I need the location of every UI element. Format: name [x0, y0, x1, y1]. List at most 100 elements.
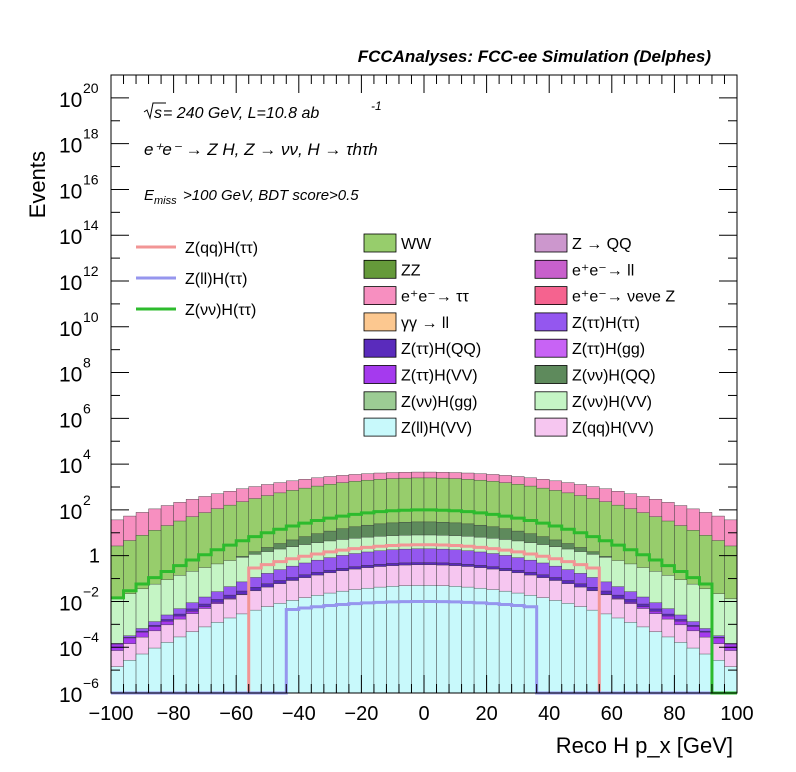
x-tick-label: −40: [282, 703, 316, 725]
energy-annotation: s = 240 GeV, L=10.8 ab -1: [143, 99, 382, 122]
x-tick-label: 20: [475, 703, 497, 725]
y-tick-exponent: 20: [83, 80, 99, 96]
legend-entry-box: Z(νν)H(gg): [363, 391, 477, 411]
bar: [110, 666, 124, 694]
x-tick-label: 60: [601, 703, 623, 725]
legend-entry-box: Z(ττ)H(gg): [534, 338, 645, 358]
legend-entry-line: Z(νν)H(ττ): [136, 302, 256, 319]
legend-swatch: [534, 286, 568, 306]
legend-label: e⁺e⁻→ ll: [572, 262, 634, 279]
cut-subscript: miss: [154, 195, 177, 207]
y-tick-base: 10: [59, 318, 82, 341]
cut-prefix: E: [144, 187, 155, 204]
y-tick-label: 102: [59, 492, 91, 524]
znunu-htautau-line: [111, 508, 737, 695]
y-tick-base: 10: [59, 272, 82, 295]
bar: [336, 590, 350, 694]
bar: [624, 622, 638, 694]
y-tick-base: 10: [59, 409, 82, 432]
y-tick-base: 10: [59, 638, 82, 661]
bar: [498, 590, 512, 694]
legend-swatch: [363, 259, 397, 279]
axes: −100 −80 −60 −40 −20 0 20 40 60 80 10010−610−410−2…: [59, 75, 754, 725]
legend-entry-line: Z(ll)H(ττ): [136, 271, 247, 288]
x-tick-label: 0: [418, 703, 429, 725]
bar: [311, 595, 325, 694]
sqrt-s-text: s: [154, 105, 162, 122]
bar: [511, 592, 525, 694]
bar: [261, 606, 274, 694]
legend-label: Z(νν)H(gg): [401, 394, 477, 411]
legend-entry-box: Z(ττ)H(VV): [363, 365, 478, 385]
legend-entry-box: Z(ττ)H(ττ): [534, 312, 640, 332]
x-tick-label: 80: [663, 703, 685, 725]
y-tick-base: 10: [59, 501, 82, 524]
y-tick-exponent: 10: [83, 309, 99, 325]
legend-label: Z(νν)H(ττ): [185, 302, 256, 319]
legend-label: e⁺e⁻→ νeνe Z: [572, 289, 675, 306]
legend-swatch: [534, 417, 568, 437]
x-tick-label: 40: [538, 703, 560, 725]
bar: [711, 660, 725, 694]
legend-entry-line: Z(qq)H(ττ): [136, 240, 258, 257]
lumi-exponent: -1: [371, 99, 382, 113]
legend-label: Z(ll)H(VV): [401, 420, 472, 437]
legend-label: ZZ: [401, 262, 421, 279]
legend-entry-box: Z → QQ: [534, 233, 632, 253]
y-tick-exponent: −6: [83, 675, 99, 691]
y-axis-label: Events: [25, 151, 50, 218]
legend-entry-box: Z(ll)H(VV): [363, 417, 472, 437]
legend-swatch: [534, 391, 568, 411]
x-tick-label: −80: [157, 703, 191, 725]
legend-entry-box: WW: [363, 233, 432, 253]
y-tick-exponent: 6: [83, 400, 91, 416]
bar: [160, 642, 174, 694]
legend-label: Z(νν)H(QQ): [572, 368, 656, 385]
y-tick-base: 10: [59, 455, 82, 478]
y-tick-exponent: 12: [83, 263, 99, 279]
bar: [586, 609, 600, 694]
y-tick-label: 106: [59, 400, 91, 432]
legend-label: Z(νν)H(VV): [572, 394, 652, 411]
legend-label: Z(ττ)H(VV): [401, 368, 478, 385]
bar: [523, 595, 537, 694]
bar: [235, 613, 249, 694]
legend-entry-box: e⁺e⁻→ νeνe Z: [534, 286, 675, 306]
legend-swatch: [363, 312, 397, 332]
bar: [661, 636, 675, 694]
y-tick-label: 10−6: [59, 675, 99, 707]
bar: [323, 592, 337, 694]
plot-marks: [110, 471, 738, 695]
y-tick-exponent: 16: [83, 171, 99, 187]
bar: [599, 613, 613, 694]
legend-entry-box: e⁺e⁻→ ττ: [363, 286, 469, 306]
energy-lumi-text: = 240 GeV, L=10.8 ab: [163, 105, 319, 122]
bar: [574, 606, 587, 694]
bar: [649, 631, 663, 694]
legend-label: Z(qq)H(ττ): [185, 240, 258, 257]
y-tick-label: 1: [89, 546, 100, 568]
y-tick-base: 10: [59, 135, 82, 158]
bar: [286, 600, 299, 694]
bar: [223, 617, 237, 694]
legend: Z(qq)H(ττ) Z(ll)H(ττ) Z(νν)H(ττ) WW ZZ e⁺e⁻→ …: [136, 233, 675, 437]
x-tick-label: −100: [88, 703, 133, 725]
y-tick-label: 10−4: [59, 629, 99, 661]
y-tick-exponent: 8: [83, 355, 91, 371]
legend-entry-box: Z(qq)H(VV): [534, 417, 654, 437]
legend-entry-box: γγ → ll: [363, 312, 449, 332]
legend-label: Z(qq)H(VV): [572, 420, 654, 437]
legend-swatch: [363, 417, 397, 437]
chart-title: FCCAnalyses: FCC-ee Simulation (Delphes): [358, 47, 712, 66]
bar: [674, 642, 688, 694]
legend-label: γγ → ll: [401, 315, 449, 332]
y-tick-base: 10: [59, 89, 82, 112]
y-tick-base: 10: [59, 592, 82, 615]
x-tick-label: −20: [344, 703, 378, 725]
legend-entry-box: ZZ: [363, 259, 421, 279]
y-tick-label: 108: [59, 355, 91, 387]
bar: [198, 626, 212, 694]
